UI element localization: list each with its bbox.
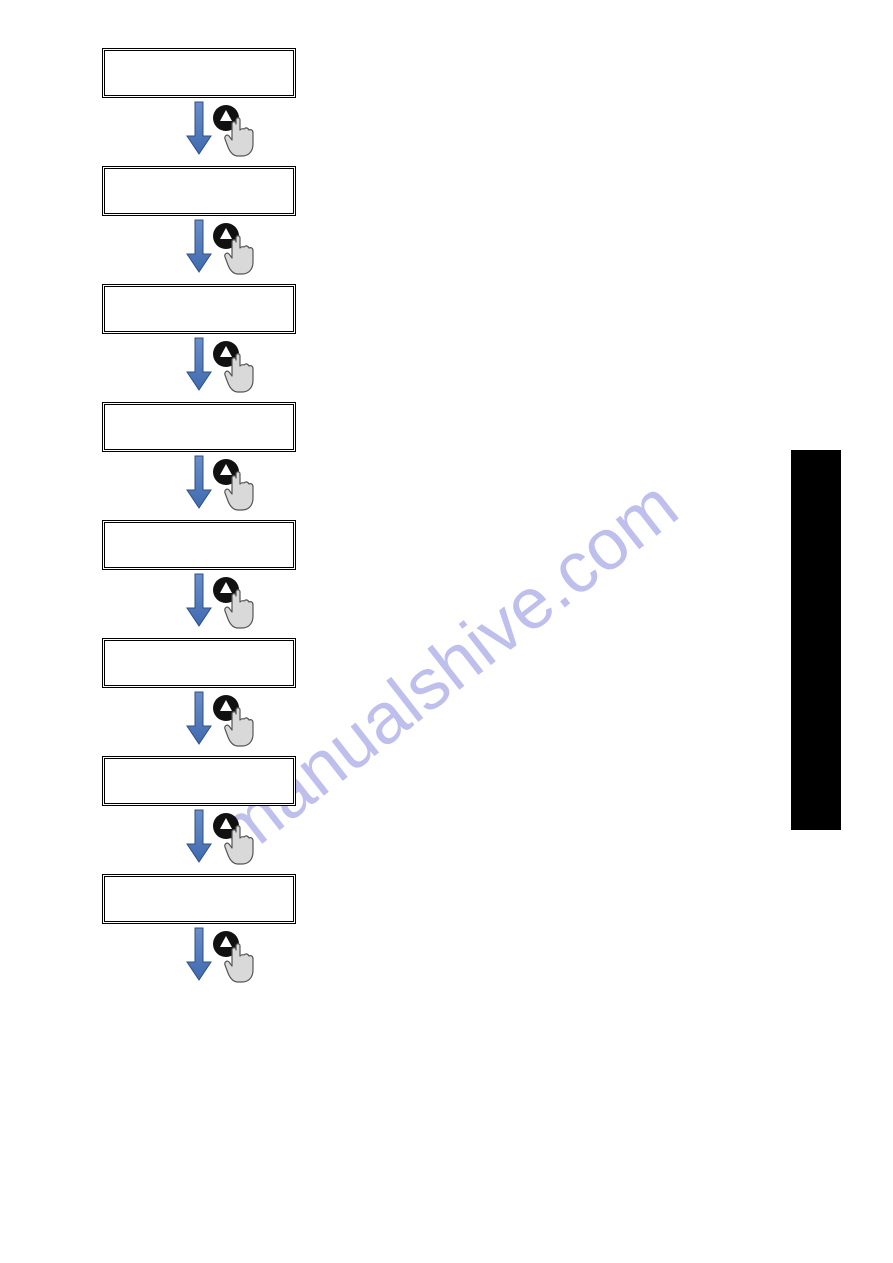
down-arrow-icon	[185, 690, 213, 746]
flow-connector	[102, 452, 296, 520]
press-button-hand-icon	[210, 810, 270, 870]
flow-connector	[102, 688, 296, 756]
flow-node	[102, 874, 296, 924]
press-button-hand-icon	[210, 928, 270, 988]
flow-node	[102, 48, 296, 98]
flow-connector	[102, 216, 296, 284]
press-button-hand-icon	[210, 338, 270, 398]
flow-connector	[102, 334, 296, 402]
flow-node	[102, 166, 296, 216]
flow-connector	[102, 570, 296, 638]
flow-node	[102, 638, 296, 688]
flow-node	[102, 756, 296, 806]
down-arrow-icon	[185, 218, 213, 274]
down-arrow-icon	[185, 926, 213, 982]
flow-connector	[102, 806, 296, 874]
press-button-hand-icon	[210, 102, 270, 162]
down-arrow-icon	[185, 100, 213, 156]
flow-node	[102, 520, 296, 570]
page-root: manualshive.com	[0, 0, 893, 1263]
down-arrow-icon	[185, 572, 213, 628]
flow-connector	[102, 98, 296, 166]
flow-node	[102, 284, 296, 334]
press-button-hand-icon	[210, 692, 270, 752]
flowchart	[102, 48, 322, 992]
press-button-hand-icon	[210, 574, 270, 634]
press-button-hand-icon	[210, 220, 270, 280]
down-arrow-icon	[185, 808, 213, 864]
flow-connector	[102, 924, 296, 992]
side-tab	[791, 450, 841, 830]
press-button-hand-icon	[210, 456, 270, 516]
down-arrow-icon	[185, 454, 213, 510]
flow-node	[102, 402, 296, 452]
down-arrow-icon	[185, 336, 213, 392]
